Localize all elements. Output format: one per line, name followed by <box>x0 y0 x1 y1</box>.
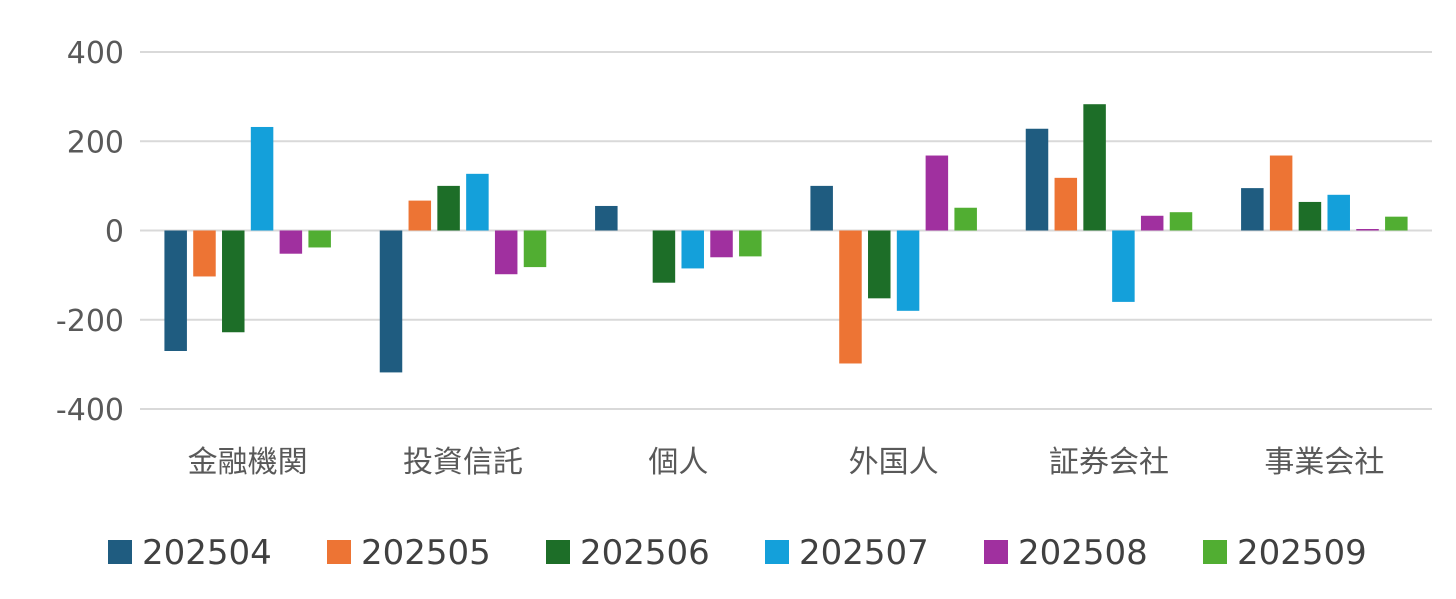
bar-202506-0 <box>222 230 245 333</box>
bar-202504-3 <box>810 185 833 231</box>
x-tick-label: 金融機関 <box>188 445 308 480</box>
x-tick-label: 証券会社 <box>1049 445 1169 480</box>
bar-202504-5 <box>1241 188 1264 231</box>
bar-202509-3 <box>954 207 977 231</box>
bar-202506-1 <box>437 185 460 231</box>
legend-label: 202504 <box>142 533 272 573</box>
y-tick-label: -200 <box>56 304 124 339</box>
bar-202504-2 <box>595 205 618 231</box>
y-axis: 400 200 0 -200 -400 <box>56 36 124 428</box>
legend-label: 202509 <box>1237 533 1367 573</box>
x-axis: 金融機関 投資信託 個人 外国人 証券会社 事業会社 <box>188 445 1385 480</box>
legend-swatch <box>765 540 789 564</box>
bar-202505-0 <box>193 230 216 277</box>
bar-202509-1 <box>523 230 547 268</box>
bar-202508-1 <box>494 230 518 275</box>
bar-202508-0 <box>279 230 303 254</box>
legend-swatch <box>327 540 351 564</box>
bar-202509-2 <box>739 230 762 257</box>
x-tick-label: 外国人 <box>849 445 939 480</box>
bars <box>164 104 1408 373</box>
bar-202506-2 <box>652 230 676 283</box>
bar-202507-3 <box>896 230 920 311</box>
x-tick-label: 投資信託 <box>403 445 523 480</box>
bar-202509-4 <box>1169 212 1193 231</box>
x-tick-label: 個人 <box>648 445 708 480</box>
legend-label: 202506 <box>580 533 710 573</box>
bar-202506-3 <box>868 230 891 299</box>
bar-202507-5 <box>1327 194 1350 231</box>
legend-label: 202508 <box>1018 533 1148 573</box>
y-tick-label: -400 <box>56 393 124 428</box>
bar-202506-4 <box>1083 104 1106 231</box>
bar-202506-5 <box>1298 201 1322 231</box>
bar-202505-5 <box>1269 155 1293 231</box>
bar-202508-2 <box>710 230 733 258</box>
legend-swatch <box>984 540 1008 564</box>
bar-202505-1 <box>408 200 432 231</box>
bar-202507-1 <box>466 173 489 231</box>
bar-202509-5 <box>1385 216 1408 231</box>
y-tick-label: 0 <box>105 215 124 250</box>
y-tick-label: 400 <box>67 36 124 71</box>
bar-202507-4 <box>1112 230 1135 302</box>
bar-202508-5 <box>1356 229 1379 231</box>
bar-202504-0 <box>164 230 187 351</box>
bar-202504-4 <box>1025 128 1049 231</box>
bar-202508-3 <box>925 155 949 231</box>
bar-202505-3 <box>839 230 862 364</box>
legend-label: 202507 <box>799 533 929 573</box>
legend-swatch <box>546 540 570 564</box>
bar-202505-4 <box>1054 177 1078 231</box>
legend: 202504 202505 202506 202507 202508 202509 <box>108 533 1367 573</box>
gridlines <box>140 51 1432 410</box>
bar-202509-0 <box>308 230 331 248</box>
legend-swatch <box>108 540 132 564</box>
bar-202507-2 <box>681 230 704 269</box>
legend-swatch <box>1203 540 1227 564</box>
x-tick-label: 事業会社 <box>1264 445 1384 480</box>
bar-202507-0 <box>250 126 274 231</box>
y-tick-label: 200 <box>67 125 124 160</box>
bar-202508-4 <box>1140 215 1164 231</box>
legend-label: 202505 <box>361 533 491 573</box>
bar-202504-1 <box>379 230 403 373</box>
